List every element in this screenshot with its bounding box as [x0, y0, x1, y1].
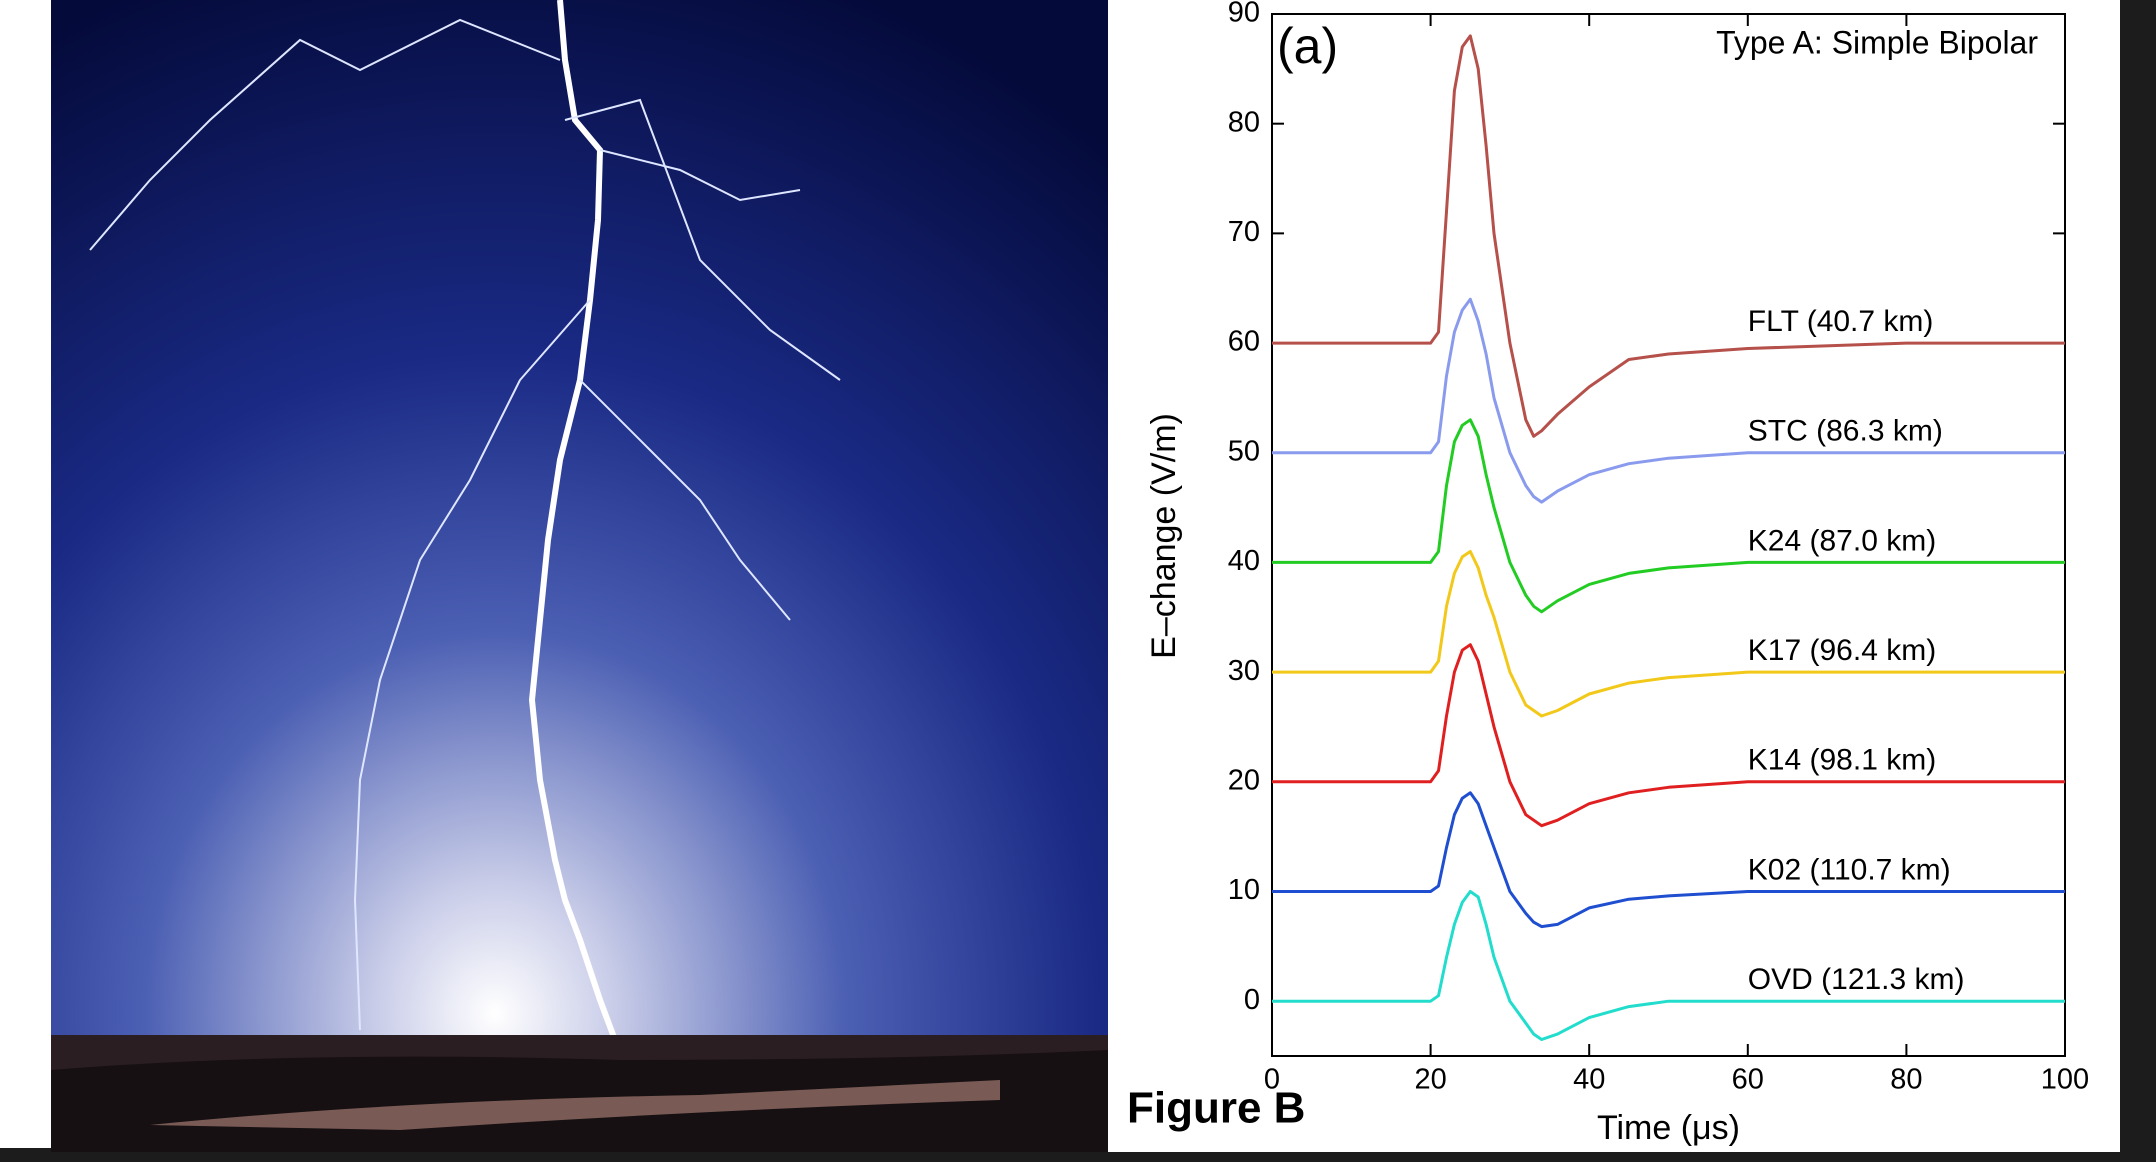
series-label: OVD (121.3 km) [1748, 963, 1965, 996]
series-label: K24 (87.0 km) [1748, 524, 1936, 557]
chart-title: Type A: Simple Bipolar [1716, 24, 2038, 60]
x-tick-label: 20 [1414, 1064, 1446, 1096]
series-label: K14 (98.1 km) [1748, 744, 1936, 777]
x-tick-label: 100 [2041, 1064, 2089, 1096]
y-tick-label: 20 [1228, 764, 1260, 796]
y-tick-label: 0 [1244, 984, 1260, 1016]
x-tick-label: 0 [1264, 1064, 1280, 1096]
series-line [1272, 418, 2065, 614]
series-line [1272, 297, 2065, 504]
series-label: K02 (110.7 km) [1748, 853, 1951, 886]
x-tick-label: 40 [1573, 1064, 1605, 1096]
series-label: STC (86.3 km) [1748, 415, 1943, 448]
x-tick-label: 80 [1890, 1064, 1922, 1096]
panel-label: (a) [1277, 18, 1338, 74]
series-label: FLT (40.7 km) [1748, 305, 1934, 338]
y-tick-label: 40 [1228, 545, 1260, 577]
series-label: K17 (96.4 km) [1748, 634, 1936, 667]
series-line [1272, 550, 2065, 718]
y-tick-label: 50 [1228, 435, 1260, 467]
y-tick-label: 70 [1228, 216, 1260, 248]
series-line [1272, 890, 2065, 1041]
y-tick-label: 60 [1228, 326, 1260, 358]
y-axis-label: E–change (V/m) [1145, 413, 1183, 659]
figure-caption: Figure B [1127, 1084, 1305, 1133]
series-line [1272, 34, 2065, 438]
series-line [1272, 791, 2065, 929]
plot-frame [1271, 13, 2066, 1057]
x-tick-label: 60 [1732, 1064, 1764, 1096]
y-tick-label: 90 [1228, 0, 1260, 29]
lightning-photo [51, 0, 1108, 1152]
y-tick-label: 30 [1228, 655, 1260, 687]
series-line [1272, 643, 2065, 828]
x-axis-label: Time (μs) [1597, 1109, 1740, 1147]
left-strip [0, 0, 51, 1148]
chart: 0 10 20 30 40 50 60 70 80 90 0 20 40 60 80 100 FLT (40.7… [1145, 0, 2089, 1147]
y-tick-label: 10 [1228, 874, 1260, 906]
y-tick-label: 80 [1228, 106, 1260, 138]
